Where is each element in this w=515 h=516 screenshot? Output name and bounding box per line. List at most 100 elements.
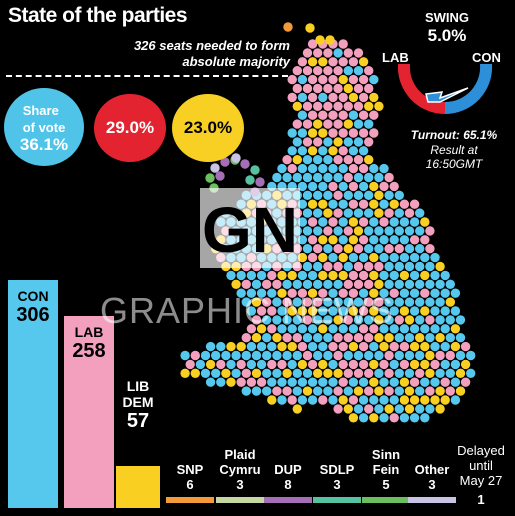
constituency-dot (358, 217, 369, 227)
constituency-dot (425, 261, 435, 272)
constituency-dot (440, 359, 450, 370)
constituency-dot (333, 119, 343, 129)
constituency-dot (358, 306, 369, 316)
constituency-dot (343, 155, 353, 165)
constituency-dot (445, 297, 455, 307)
constituency-dot (328, 235, 338, 245)
minor-party-5: Other 3 (402, 462, 462, 492)
constituency-dot (369, 128, 379, 138)
constituency-dot (353, 244, 364, 254)
constituency-dot (256, 341, 267, 352)
constituency-dot (374, 386, 384, 396)
constituency-dot (272, 386, 282, 396)
constituency-dot (190, 350, 200, 361)
constituency-dot (430, 324, 440, 334)
constituency-dot (292, 83, 302, 94)
party-name-libdem: LIB DEM (122, 377, 154, 410)
constituency-dot (323, 350, 333, 361)
constituency-dot (399, 217, 410, 227)
constituency-dot (343, 48, 353, 58)
constituency-dot (374, 279, 384, 289)
constituency-dot (226, 359, 236, 370)
constituency-dot (328, 128, 338, 138)
constituency-dot (374, 261, 384, 272)
constituency-dot (399, 341, 410, 352)
constituency-dot (297, 110, 308, 120)
constituency-dot (399, 306, 410, 316)
bar-lab (64, 315, 114, 508)
constituency-dot (353, 172, 364, 183)
constituency-dot (348, 288, 359, 298)
constituency-dot (343, 83, 353, 94)
constituency-dot (364, 244, 374, 254)
constituency-dot (466, 368, 476, 378)
constituency-dot (420, 395, 430, 405)
constituency-dot (315, 35, 325, 45)
constituency-dot (389, 235, 399, 245)
constituency-dot (379, 377, 389, 387)
constituency-dot (307, 377, 318, 387)
constituency-dot (272, 315, 282, 325)
constituency-dot (389, 199, 399, 209)
constituency-dot (425, 244, 435, 254)
constituency-dot (379, 163, 389, 174)
constituency-dot (297, 395, 308, 405)
constituency-dot (394, 244, 404, 254)
party-seats-libdem: 57 (126, 409, 150, 432)
constituency-dot (394, 386, 404, 396)
constituency-dot (333, 172, 343, 183)
constituency-dot (302, 155, 313, 165)
constituency-dot (343, 208, 353, 218)
party-seats-lab: 258 (72, 339, 106, 362)
constituency-dot (364, 83, 374, 94)
constituency-dot (353, 279, 364, 289)
constituency-dot (353, 350, 364, 361)
constituency-dot (384, 279, 394, 289)
constituency-dot (318, 377, 328, 387)
constituency-dot (292, 101, 302, 112)
constituency-dot (450, 395, 461, 405)
constituency-dot (384, 172, 394, 183)
minor-party-seats: 5 (382, 477, 390, 492)
constituency-dot (409, 395, 420, 405)
constituency-dot (307, 110, 318, 120)
constituency-dot (399, 324, 410, 334)
minor-party-seats: 3 (236, 477, 244, 492)
constituency-dot (374, 350, 384, 361)
constituency-dot (313, 137, 323, 147)
share-circle-con: Share of vote 36.1% (4, 88, 84, 166)
constituency-dot (318, 163, 328, 174)
constituency-dot (384, 386, 394, 396)
constituency-dot (369, 181, 379, 192)
constituency-dot (353, 155, 364, 165)
constituency-dot (297, 163, 308, 174)
constituency-dot (236, 377, 246, 387)
constituency-dot (389, 252, 399, 263)
constituency-dot (394, 350, 404, 361)
constituency-dot (409, 359, 420, 370)
constituency-dot (389, 341, 399, 352)
constituency-dot (302, 66, 313, 76)
constituency-dot (404, 368, 415, 378)
constituency-dot (272, 368, 282, 378)
constituency-dot (328, 377, 338, 387)
constituency-dot (425, 404, 435, 414)
constituency-dot (282, 350, 292, 361)
constituency-dot (389, 413, 399, 423)
constituency-dot (277, 270, 287, 281)
constituency-dot (389, 324, 399, 334)
constituency-dot (338, 92, 348, 103)
constituency-dot (262, 279, 272, 289)
bar-con (8, 280, 58, 508)
constituency-dot (348, 92, 359, 103)
constituency-dot (313, 101, 323, 112)
constituency-dot (302, 350, 313, 361)
constituency-dot (282, 333, 292, 343)
constituency-dot (389, 288, 399, 298)
constituency-dot (364, 350, 374, 361)
ni-constituency-dot (215, 171, 225, 181)
constituency-dot (374, 404, 384, 414)
constituency-dot (333, 350, 343, 361)
constituency-dot (379, 270, 389, 281)
constituency-dot (323, 315, 333, 325)
